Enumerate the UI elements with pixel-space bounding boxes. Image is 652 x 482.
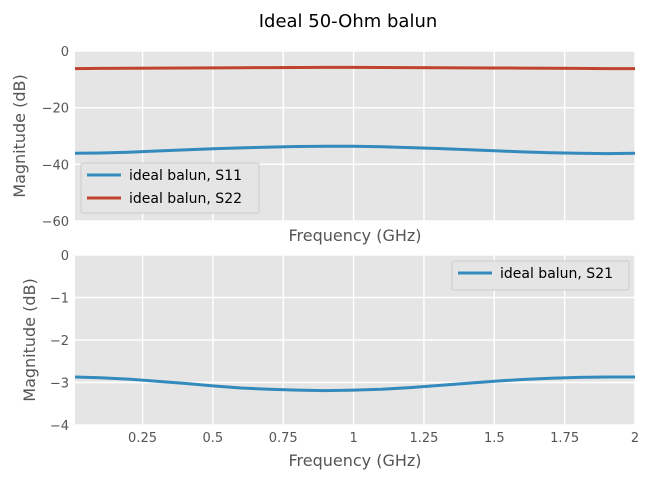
bottom-x-tick-label: 0.5 (203, 431, 224, 446)
top-y-tick-label: −20 (42, 102, 69, 117)
bottom-legend-label-1: ideal balun, S21 (500, 266, 613, 282)
bottom-x-tick-label: 2 (631, 431, 639, 446)
bottom-x-tick-label: 1.5 (484, 431, 505, 446)
bottom-x-tick-label: 1.75 (550, 431, 579, 446)
top-legend-label-1: ideal balun, S11 (129, 168, 242, 184)
bottom-x-axis-label: Frequency (GHz) (288, 451, 421, 470)
top-series-line-2 (74, 65, 635, 71)
top-legend: ideal balun, S11 ideal balun, S22 (80, 162, 260, 214)
bottom-y-tick-label: −4 (50, 419, 69, 434)
bottom-x-tick-label: 1 (349, 431, 357, 446)
top-x-axis-label: Frequency (GHz) (288, 226, 421, 245)
bottom-y-tick-label: −2 (50, 334, 69, 349)
top-legend-box (80, 162, 260, 214)
bottom-x-tick-label: 0.25 (128, 431, 157, 446)
bottom-x-tick-label: 1.25 (409, 431, 438, 446)
top-y-axis-label: Magnitude (dB) (10, 74, 29, 197)
bottom-y-tick-label: −3 (50, 377, 69, 392)
top-series-line-1 (74, 144, 636, 156)
bottom-legend: ideal balun, S21 (451, 260, 630, 291)
top-legend-label-2: ideal balun, S22 (129, 191, 242, 207)
bottom-x-tick-label: 0.75 (269, 431, 298, 446)
top-subplot: Frequency (GHz) Magnitude (dB) (10, 74, 422, 245)
top-plot-area (74, 50, 636, 222)
bottom-series-line-1 (74, 375, 635, 393)
top-y-tick-label: −40 (42, 158, 69, 173)
bottom-y-axis-label: Magnitude (dB) (20, 278, 39, 401)
bottom-y-tick-label: 0 (61, 249, 69, 264)
bottom-y-tick-label: −1 (50, 292, 69, 307)
chart-title: Ideal 50-Ohm balun (259, 11, 438, 32)
bottom-legend-box (451, 260, 630, 291)
top-y-tick-label: 0 (61, 45, 69, 60)
top-y-tick-label: −60 (42, 215, 69, 230)
bottom-subplot: Frequency (GHz) Magnitude (dB) (20, 278, 422, 470)
